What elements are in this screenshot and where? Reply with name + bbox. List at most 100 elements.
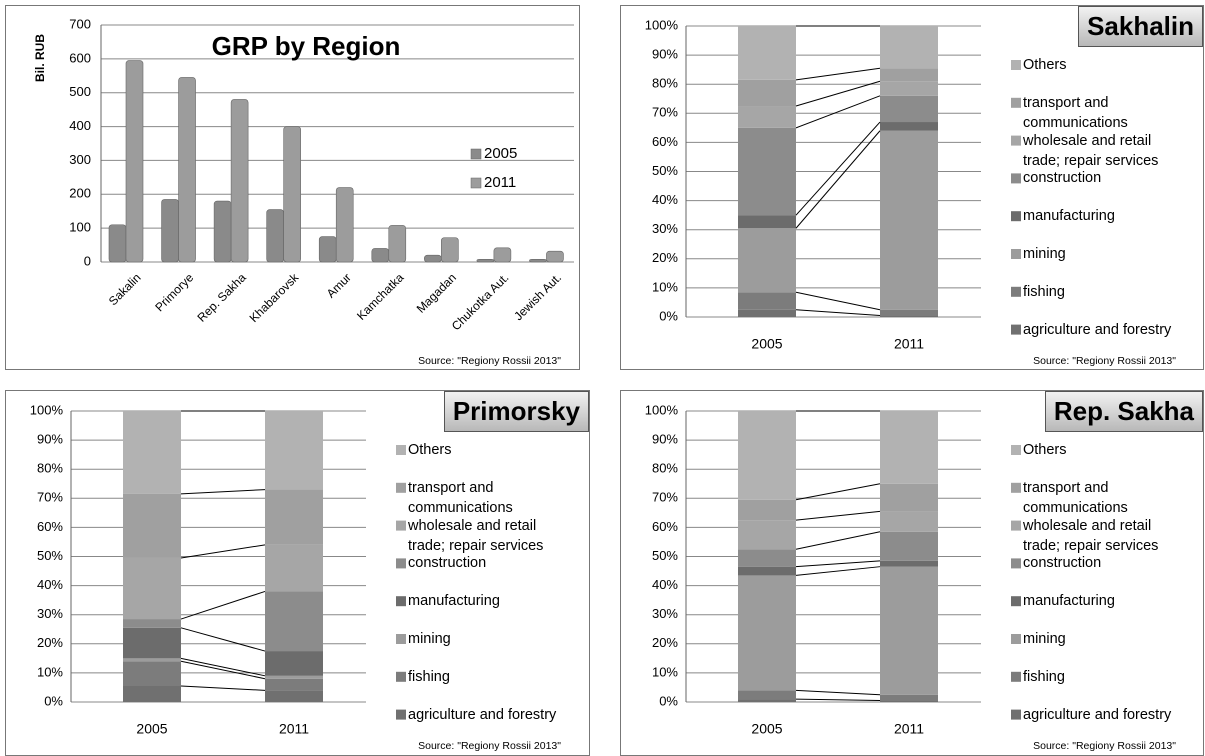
bar-segment <box>880 26 938 69</box>
chart: 0% 10% 20% 30% 40% 50% 60% 70% 80% 90% 100% 2005 201… <box>645 17 1177 367</box>
legend-label: fishing <box>1023 283 1065 300</box>
y-tick-label: 0% <box>659 693 678 708</box>
x-tick-label: Jewish Aut. <box>511 270 564 323</box>
bar-segment <box>123 619 181 628</box>
chart: 0% 10% 20% 30% 40% 50% 60% 70% 80% 90% 100% 2005 201… <box>645 402 1177 752</box>
bar-segment <box>123 411 181 494</box>
legend-label: wholesale and retail trade; repair servi… <box>1023 517 1159 554</box>
bar-segment <box>738 292 796 310</box>
bar-segment <box>880 531 938 561</box>
chart-panel: 0% 10% 20% 30% 40% 50% 60% 70% 80% 90% 100% 2005 201… <box>620 5 1204 370</box>
legend-label: agriculture and forestry <box>1023 706 1172 723</box>
legend-label: agriculture and forestry <box>408 706 557 723</box>
bar-segment <box>265 651 323 676</box>
legend-swatch <box>1011 709 1021 720</box>
source-note: Source: "Regiony Rossii 2013" <box>1033 740 1176 752</box>
y-tick-label: 50% <box>37 548 63 563</box>
x-tick-label: Sakalin <box>106 270 144 308</box>
bar <box>161 199 179 263</box>
bar-segment <box>880 130 938 310</box>
bar <box>266 209 284 263</box>
bar <box>108 224 127 263</box>
bar-segment <box>738 520 796 550</box>
x-tick-label: Amur <box>324 270 354 300</box>
bar-segment <box>738 699 796 702</box>
bar <box>335 187 354 263</box>
bar <box>546 250 564 263</box>
y-tick-label: 50% <box>652 548 678 563</box>
bar-segment <box>880 483 938 512</box>
bar-segment <box>880 309 938 316</box>
bar <box>441 237 459 263</box>
y-tick-label: 100% <box>645 17 679 32</box>
y-tick-label: 700 <box>69 16 91 31</box>
y-tick-label: 60% <box>652 519 678 534</box>
legend-swatch <box>1011 520 1021 531</box>
connector-line <box>180 685 266 691</box>
y-tick-label: 100% <box>645 402 679 417</box>
connector-line <box>180 657 266 677</box>
y-tick-label: 0% <box>659 308 678 323</box>
x-tick-label: Khabarovsk <box>247 270 302 325</box>
bar <box>493 247 512 263</box>
connector-line <box>795 309 881 317</box>
y-tick-label: 0 <box>84 253 91 268</box>
x-tick-label: Rep. Sakha <box>195 270 249 324</box>
source-note: Source: "Regiony Rossii 2013" <box>418 740 561 752</box>
y-axis-label: Bil. RUB <box>33 34 47 82</box>
bar <box>125 60 144 263</box>
legend-swatch <box>396 445 406 455</box>
chart-panel: 0% 10% 20% 30% 40% 50% 60% 70% 80% 90% 100% 2005 201… <box>620 390 1204 756</box>
bar-segment <box>738 228 796 293</box>
legend-swatch <box>396 482 406 493</box>
y-tick-label: 40% <box>652 577 678 592</box>
bar-segment <box>738 26 796 80</box>
bar-segment <box>265 678 323 691</box>
y-tick-label: 500 <box>69 84 91 99</box>
x-tick-label: 2005 <box>751 721 782 737</box>
legend-label: mining <box>1023 246 1066 262</box>
y-tick-label: 300 <box>69 152 91 167</box>
bar-segment <box>880 95 938 123</box>
legend-label: 2011 <box>484 174 516 191</box>
legend-swatch <box>396 709 406 720</box>
bar-segment <box>738 106 796 128</box>
legend-swatch <box>1011 445 1021 455</box>
legend-swatch <box>1011 97 1021 108</box>
bar <box>529 258 547 263</box>
y-tick-label: 90% <box>37 432 63 447</box>
legend-swatch <box>1011 482 1021 493</box>
bar-segment <box>738 79 796 107</box>
bar-segment <box>265 690 323 702</box>
chart-panel: 0% 10% 20% 30% 40% 50% 60% 70% 80% 90% 100% 2005 201… <box>5 390 590 756</box>
chart-title: Rep. Sakha <box>1044 391 1203 432</box>
y-tick-label: 70% <box>652 105 678 120</box>
legend-label: transport and communications <box>1023 479 1128 516</box>
bar-segment <box>738 215 796 229</box>
connector-line <box>795 121 881 216</box>
y-tick-label: 60% <box>652 134 678 149</box>
x-tick-label: Kamchatka <box>354 270 407 323</box>
source-note: Source: "Regiony Rossii 2013" <box>1033 355 1176 367</box>
y-tick-label: 30% <box>652 606 678 621</box>
legend-swatch <box>1011 324 1021 335</box>
legend-swatch <box>470 148 482 160</box>
legend-label: agriculture and forestry <box>1023 321 1172 338</box>
legend-label: fishing <box>408 668 450 685</box>
bar-segment <box>880 122 938 131</box>
bar-segment <box>123 658 181 662</box>
bar-segment <box>123 685 181 702</box>
legend-swatch <box>396 634 406 644</box>
y-tick-label: 70% <box>37 490 63 505</box>
bar-segment <box>738 690 796 700</box>
bar <box>424 254 442 263</box>
legend-swatch <box>1011 596 1021 607</box>
y-tick-label: 40% <box>652 192 678 207</box>
bar-segment <box>738 566 796 576</box>
bar <box>318 236 337 263</box>
legend-label: construction <box>408 555 487 572</box>
legend-swatch <box>1011 173 1021 184</box>
bar-segment <box>880 315 938 317</box>
y-tick-label: 100 <box>69 220 91 235</box>
legend-label: wholesale and retail trade; repair servi… <box>408 517 544 554</box>
